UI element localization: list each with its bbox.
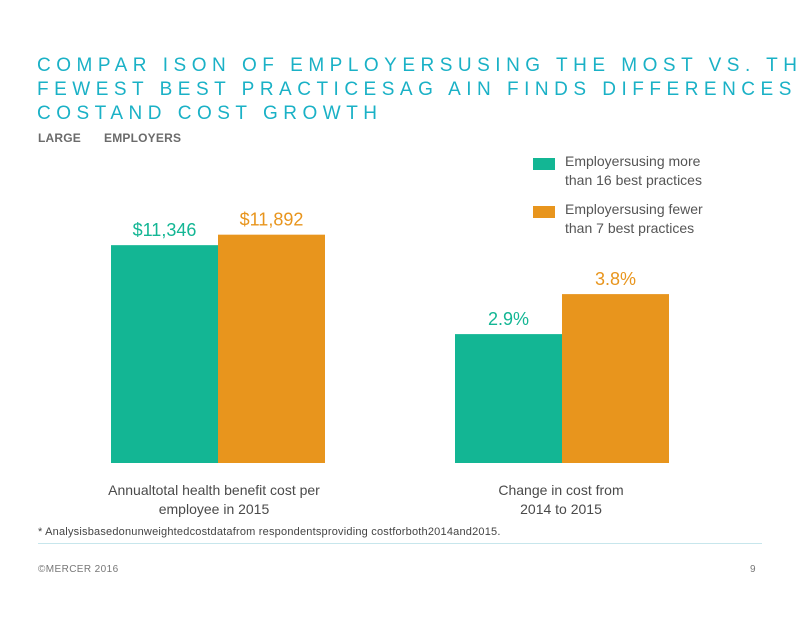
legend-text-most: Employersusing more than 16 best practic… [565,152,735,190]
data-label-fewest-0: $11,892 [240,210,304,230]
bar-most-0 [111,245,218,463]
category-label-line: 2014 to 2015 [520,501,602,517]
data-label-most-0: $11,346 [133,220,197,240]
subtitle-employers: EMPLOYERS [104,131,182,145]
category-label-line: Annualtotal health benefit cost per [108,482,320,498]
copyright: ©MERCER 2016 [38,564,119,575]
bar-fewest-0 [218,234,325,463]
bar-most-1 [455,334,562,463]
data-label-fewest-1: 3.8% [595,269,636,289]
legend-swatch-fewest [533,206,555,218]
title-line-1: COMPAR ISON OF EMPLOYERSUSING THE MOST V… [37,55,800,76]
legend-line: Employersusing more [565,153,701,169]
category-label-change: Change in cost from 2014 to 2015 [431,481,691,519]
legend-line: than 16 best practices [565,172,702,188]
legend-line: than 7 best practices [565,220,695,236]
page-number: 9 [750,564,756,575]
footnote: * Analysisbasedonunweightedcostdatafrom … [38,526,501,538]
legend-line: Employersusing fewer [565,201,703,217]
bar-fewest-1 [562,294,669,463]
title-line-2: FEWEST BEST PRACTICESAG AIN FINDS DIFFER… [37,79,800,100]
footer-divider [38,543,762,544]
legend-swatch-most [533,158,555,170]
category-label-line: employee in 2015 [158,501,270,517]
legend-text-fewest: Employersusing fewer than 7 best practic… [565,200,735,238]
title-line-3: COSTAND COST GROWTH [37,103,383,124]
category-label-cost: Annualtotal health benefit cost per empl… [84,481,344,519]
data-label-most-1: 2.9% [488,309,529,329]
page-title: COMPAR ISON OF EMPLOYERSUSING THE MOST V… [37,54,800,126]
category-label-line: Change in cost from [498,482,624,498]
subtitle-large: LARGE [38,131,81,145]
